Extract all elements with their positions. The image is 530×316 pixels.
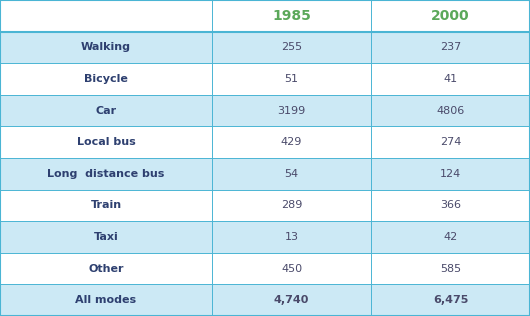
- Text: 51: 51: [285, 74, 298, 84]
- Text: 13: 13: [285, 232, 298, 242]
- Text: 41: 41: [444, 74, 457, 84]
- Text: 274: 274: [440, 137, 461, 147]
- Text: 585: 585: [440, 264, 461, 274]
- Text: Local bus: Local bus: [77, 137, 135, 147]
- Text: 366: 366: [440, 200, 461, 210]
- Text: Train: Train: [91, 200, 121, 210]
- Text: Long  distance bus: Long distance bus: [47, 169, 165, 179]
- Text: Other: Other: [89, 264, 123, 274]
- Text: 237: 237: [440, 42, 461, 52]
- Text: 450: 450: [281, 264, 302, 274]
- Text: 42: 42: [444, 232, 457, 242]
- Text: 1985: 1985: [272, 9, 311, 23]
- Text: 4,740: 4,740: [274, 295, 309, 305]
- Text: 6,475: 6,475: [433, 295, 468, 305]
- Text: Bicycle: Bicycle: [84, 74, 128, 84]
- Text: 124: 124: [440, 169, 461, 179]
- Text: 54: 54: [285, 169, 298, 179]
- Text: 255: 255: [281, 42, 302, 52]
- Text: Walking: Walking: [81, 42, 131, 52]
- Text: 3199: 3199: [277, 106, 306, 116]
- Text: 2000: 2000: [431, 9, 470, 23]
- Text: 4806: 4806: [436, 106, 465, 116]
- Text: Car: Car: [95, 106, 117, 116]
- Text: All modes: All modes: [75, 295, 137, 305]
- Text: Taxi: Taxi: [94, 232, 118, 242]
- Text: 429: 429: [281, 137, 302, 147]
- Text: 289: 289: [281, 200, 302, 210]
